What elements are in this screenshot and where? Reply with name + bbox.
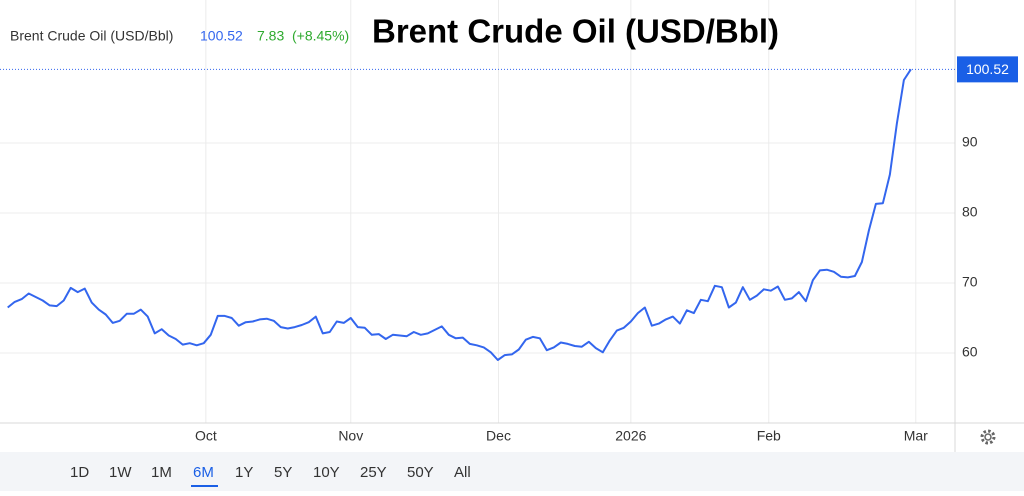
chart-title: Brent Crude Oil (USD/Bbl) [372,13,779,50]
range-button[interactable]: 5Y [274,464,292,481]
range-button[interactable]: 1W [109,464,132,481]
range-button[interactable]: 10Y [313,464,340,481]
range-bar [0,452,1024,491]
range-button[interactable]: 1M [151,464,172,481]
change: 7.83 [257,28,284,44]
range-selected-underline [191,485,218,487]
x-tick-label: Oct [195,428,217,444]
x-tick-label: Dec [486,428,511,444]
change-pct: (+8.45%) [292,28,349,44]
instrument-name: Brent Crude Oil (USD/Bbl) [10,28,173,44]
y-tick-label: 60 [962,344,978,360]
price-tag-label: 100.52 [966,61,1009,77]
range-button[interactable]: 50Y [407,464,434,481]
settings-icon[interactable] [980,429,996,445]
price-line [7,68,912,361]
y-tick-label: 90 [962,134,978,150]
range-button[interactable]: 1Y [235,464,253,481]
x-tick-label: 2026 [615,428,646,444]
price: 100.52 [200,28,243,44]
y-tick-label: 70 [962,274,978,290]
range-button[interactable]: 25Y [360,464,387,481]
range-button[interactable]: 6M [193,464,214,481]
range-button[interactable]: 1D [70,464,89,481]
x-tick-label: Mar [904,428,928,444]
x-tick-label: Feb [757,428,781,444]
price-tag [957,56,1018,83]
x-tick-label: Nov [338,428,363,444]
y-tick-label: 80 [962,204,978,220]
range-button[interactable]: All [454,464,471,481]
